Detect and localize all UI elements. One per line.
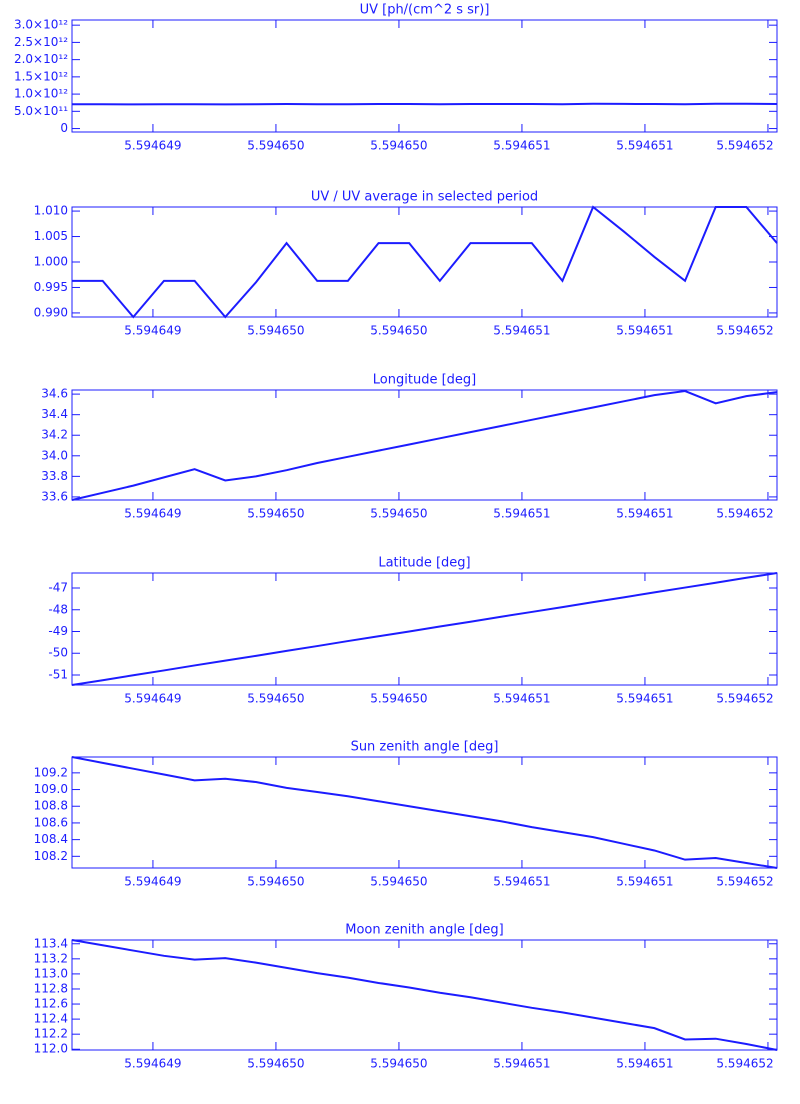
y-tick-label: 2.5×10¹² <box>14 35 68 49</box>
y-tick-label: 108.2 <box>34 849 68 863</box>
y-tick-label: 108.8 <box>34 799 68 813</box>
x-tick-label: 5.594650 <box>370 324 427 338</box>
y-tick-label: 109.2 <box>34 765 68 779</box>
y-tick-label: 5.0×10¹¹ <box>14 104 68 118</box>
y-tick-label: 0.995 <box>34 280 68 294</box>
y-tick-label: 1.010 <box>34 204 68 218</box>
y-tick-label: 1.000 <box>34 255 68 269</box>
data-line <box>71 756 778 869</box>
data-line <box>72 102 778 106</box>
x-tick-label: 5.594652 <box>716 324 773 338</box>
x-tick-label: 5.594650 <box>370 1057 427 1071</box>
y-tick-label: -51 <box>48 667 68 681</box>
y-tick-label: 112.0 <box>34 1042 68 1056</box>
y-tick-label: 108.6 <box>34 815 68 829</box>
x-tick-label: 5.594650 <box>247 324 304 338</box>
y-tick-label: 112.8 <box>34 981 68 995</box>
y-tick-label: 33.8 <box>41 469 68 483</box>
x-tick-label: 5.594650 <box>370 507 427 521</box>
chart-title: Longitude [deg] <box>373 373 476 388</box>
x-tick-label: 5.594651 <box>616 507 673 521</box>
x-tick-label: 5.594652 <box>716 875 773 889</box>
x-tick-label: 5.594649 <box>124 507 181 521</box>
x-tick-label: 5.594650 <box>370 139 427 153</box>
y-tick-label: 112.6 <box>34 997 68 1011</box>
y-tick-label: -49 <box>48 624 68 638</box>
x-tick-label: 5.594651 <box>616 1057 673 1071</box>
y-tick-label: 112.4 <box>34 1012 68 1026</box>
x-tick-label: 5.594652 <box>716 139 773 153</box>
x-tick-label: 5.594651 <box>493 692 550 706</box>
y-tick-label: 33.6 <box>41 489 68 503</box>
x-tick-label: 5.594650 <box>247 1057 304 1071</box>
data-line <box>72 205 778 319</box>
y-tick-label: 113.2 <box>34 951 68 965</box>
x-tick-label: 5.594651 <box>493 324 550 338</box>
chart-title: Moon zenith angle [deg] <box>345 923 503 938</box>
x-tick-label: 5.594651 <box>616 692 673 706</box>
chart-title: Sun zenith angle [deg] <box>351 740 499 755</box>
x-tick-label: 5.594650 <box>247 692 304 706</box>
x-tick-label: 5.594650 <box>247 139 304 153</box>
y-tick-label: 0.990 <box>34 305 68 319</box>
x-tick-label: 5.594649 <box>124 139 181 153</box>
y-tick-label: 2.0×10¹² <box>14 52 68 66</box>
chart-title: Latitude [deg] <box>378 556 470 571</box>
x-tick-label: 5.594652 <box>716 1057 773 1071</box>
y-tick-label: 112.2 <box>34 1027 68 1041</box>
plot-frame <box>71 19 778 133</box>
data-line <box>71 390 778 501</box>
x-tick-label: 5.594651 <box>616 875 673 889</box>
data-line <box>71 572 778 686</box>
y-tick-label: 113.0 <box>34 966 68 980</box>
y-tick-label: 0 <box>60 121 68 135</box>
y-tick-label: 34.2 <box>41 428 68 442</box>
x-tick-label: 5.594649 <box>124 875 181 889</box>
x-tick-label: 5.594651 <box>616 139 673 153</box>
x-tick-label: 5.594649 <box>124 1057 181 1071</box>
y-tick-label: 3.0×10¹² <box>14 18 68 32</box>
x-tick-label: 5.594650 <box>247 507 304 521</box>
x-tick-label: 5.594651 <box>493 139 550 153</box>
plot-frame <box>71 756 778 869</box>
x-tick-label: 5.594651 <box>616 324 673 338</box>
x-tick-label: 5.594649 <box>124 692 181 706</box>
chart-title: UV / UV average in selected period <box>311 190 538 205</box>
x-tick-label: 5.594651 <box>493 507 550 521</box>
y-tick-label: 34.6 <box>41 387 68 401</box>
y-tick-label: 113.4 <box>34 936 68 950</box>
x-tick-label: 5.594652 <box>716 692 773 706</box>
y-tick-label: 34.0 <box>41 448 68 462</box>
x-tick-label: 5.594652 <box>716 507 773 521</box>
x-tick-label: 5.594651 <box>493 1057 550 1071</box>
plot-frame <box>71 389 778 501</box>
y-tick-label: 1.5×10¹² <box>14 69 68 83</box>
x-tick-label: 5.594650 <box>247 875 304 889</box>
y-tick-label: 108.4 <box>34 832 68 846</box>
plot-frame <box>71 572 778 686</box>
x-tick-label: 5.594650 <box>370 692 427 706</box>
y-tick-label: -48 <box>48 602 68 616</box>
plot-frame <box>71 939 778 1051</box>
x-tick-label: 5.594650 <box>370 875 427 889</box>
y-tick-label: 1.0×10¹² <box>14 87 68 101</box>
x-tick-label: 5.594649 <box>124 324 181 338</box>
y-tick-label: -50 <box>48 646 68 660</box>
y-tick-label: 109.0 <box>34 782 68 796</box>
data-line <box>71 939 778 1051</box>
x-tick-label: 5.594651 <box>493 875 550 889</box>
chart-title: UV [ph/(cm^2 s sr)] <box>360 3 490 18</box>
y-tick-label: -47 <box>48 581 68 595</box>
y-tick-label: 1.005 <box>34 229 68 243</box>
y-tick-label: 34.4 <box>41 407 68 421</box>
